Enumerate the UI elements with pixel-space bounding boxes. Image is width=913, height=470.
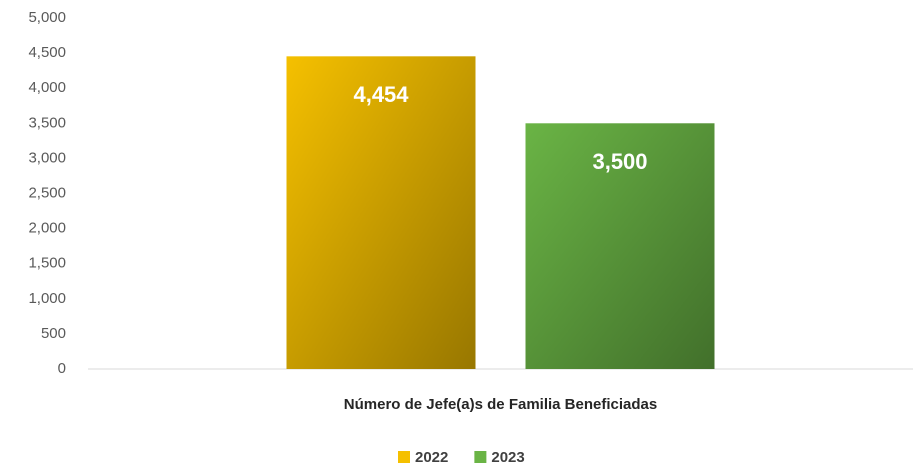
- bar-shade: [286, 56, 476, 370]
- y-tick-label: 1,500: [28, 255, 66, 272]
- y-tick-label: 5,000: [28, 9, 66, 26]
- y-tick-label: 3,000: [28, 149, 66, 166]
- data-label: 4,454: [353, 82, 409, 107]
- bar-shade: [525, 123, 715, 369]
- y-tick-label: 4,000: [28, 79, 66, 96]
- data-label: 3,500: [592, 149, 647, 174]
- y-tick-label: 2,500: [28, 184, 66, 201]
- y-tick-label: 4,500: [28, 44, 66, 61]
- y-tick-label: 2,000: [28, 220, 66, 237]
- legend-label: 2023: [491, 449, 524, 466]
- y-tick-label: 0: [58, 360, 66, 377]
- legend-swatch: [474, 451, 487, 463]
- x-tick-label: Número de Jefe(a)s de Familia Beneficiad…: [344, 396, 657, 413]
- legend-label: 2022: [415, 449, 448, 466]
- y-tick-label: 1,000: [28, 290, 66, 307]
- y-tick-label: 3,500: [28, 114, 66, 131]
- legend-swatch: [398, 451, 410, 463]
- y-tick-label: 500: [41, 325, 66, 342]
